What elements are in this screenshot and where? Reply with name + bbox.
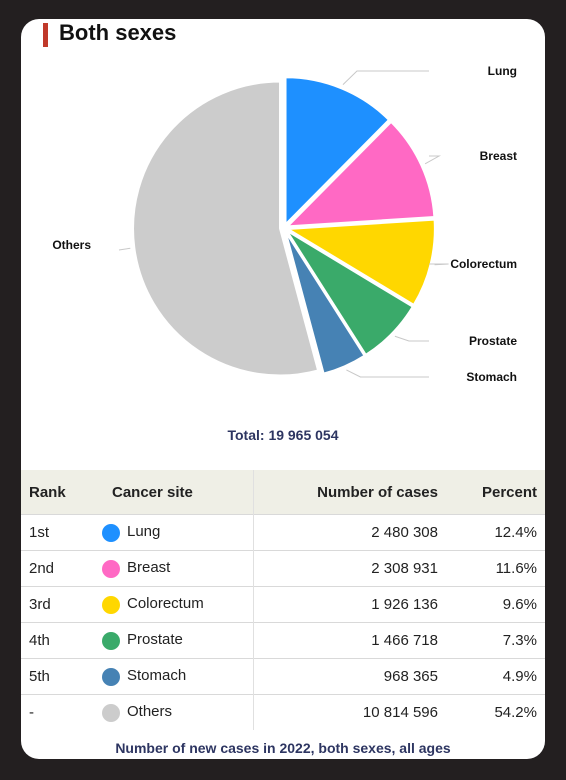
table-body: 1st Lung 2 480 308 12.4% 2nd Breast 2 308 931 1… — [21, 514, 545, 730]
table-row: 4th Prostate 1 466 718 7.3% — [21, 622, 545, 659]
percent-cell: 7.3% — [456, 622, 545, 659]
slice-label-stomach: Stomach — [466, 370, 517, 384]
slice-label-others: Others — [52, 238, 91, 252]
site-name: Others — [127, 703, 173, 721]
cases-table: Rank Cancer site Number of cases Percent… — [21, 470, 545, 730]
table-header-row: Rank Cancer site Number of cases Percent — [21, 470, 545, 515]
site-cell: Prostate — [96, 622, 254, 659]
percent-cell: 54.2% — [456, 694, 545, 730]
pie-slice-prostate — [285, 229, 414, 356]
leader-line — [346, 369, 429, 378]
cases-cell: 1 926 136 — [253, 586, 456, 623]
site-name: Prostate — [127, 631, 183, 649]
site-cell: Lung — [96, 514, 254, 551]
cases-cell: 2 480 308 — [253, 514, 456, 551]
table-row: 5th Stomach 968 365 4.9% — [21, 658, 545, 695]
header-cases: Number of cases — [253, 470, 456, 515]
site-cell: Stomach — [96, 658, 254, 695]
total-label: Total: 19 965 054 — [227, 427, 339, 443]
legend-dot-icon — [102, 631, 120, 650]
cases-cell: 10 814 596 — [253, 694, 456, 730]
rank-cell: 2nd — [21, 550, 96, 587]
rank-cell: 5th — [21, 658, 96, 695]
site-name: Colorectum — [127, 595, 204, 613]
pie-slice-stomach — [284, 230, 366, 375]
slice-label-lung: Lung — [488, 64, 517, 78]
leader-line — [429, 263, 449, 266]
rank-cell: 3rd — [21, 586, 96, 623]
site-cell: Breast — [96, 550, 254, 587]
leader-line — [424, 155, 442, 165]
legend-dot-icon — [102, 559, 120, 578]
site-name: Lung — [127, 523, 161, 541]
table-row: - Others 10 814 596 54.2% — [21, 694, 545, 730]
slice-label-breast: Breast — [480, 149, 517, 163]
cases-cell: 1 466 718 — [253, 622, 456, 659]
pie-slice-breast — [286, 120, 436, 228]
percent-cell: 12.4% — [456, 514, 545, 551]
legend-dot-icon — [102, 667, 120, 686]
table-row: 3rd Colorectum 1 926 136 9.6% — [21, 586, 545, 623]
legend-dot-icon — [102, 595, 120, 614]
site-cell: Colorectum — [96, 586, 254, 623]
slice-label-colorectum: Colorectum — [450, 257, 517, 271]
leader-line — [342, 70, 429, 86]
cases-cell: 968 365 — [253, 658, 456, 695]
leader-line — [118, 247, 131, 251]
rank-cell: 1st — [21, 514, 96, 551]
cases-cell: 2 308 931 — [253, 550, 456, 587]
leader-line — [394, 335, 429, 342]
table-row: 1st Lung 2 480 308 12.4% — [21, 514, 545, 551]
percent-cell: 11.6% — [456, 550, 545, 587]
site-cell: Others — [96, 694, 254, 730]
footer-caption: Number of new cases in 2022, both sexes,… — [115, 740, 451, 756]
pie-slice-lung — [284, 76, 390, 226]
header-percent: Percent — [456, 470, 545, 515]
pie-chart: Lung Breast Colorectum Prostate Stomach Other… — [52, 64, 517, 384]
slice-label-prostate: Prostate — [469, 334, 517, 348]
pie-slice-others — [132, 80, 320, 377]
header-site: Cancer site — [96, 470, 254, 515]
rank-cell: - — [21, 694, 96, 730]
rank-cell: 4th — [21, 622, 96, 659]
chart-title: Both sexes — [59, 20, 177, 45]
site-name: Stomach — [127, 667, 187, 685]
percent-cell: 9.6% — [456, 586, 545, 623]
legend-dot-icon — [102, 523, 120, 542]
percent-cell: 4.9% — [456, 658, 545, 695]
site-name: Breast — [127, 559, 171, 577]
header-rank: Rank — [21, 470, 96, 515]
title-accent-bar — [43, 23, 48, 47]
legend-dot-icon — [102, 703, 120, 722]
table-row: 2nd Breast 2 308 931 11.6% — [21, 550, 545, 587]
chart-card: Both sexes Lung Breast Colorectum Prostate S… — [21, 19, 545, 759]
